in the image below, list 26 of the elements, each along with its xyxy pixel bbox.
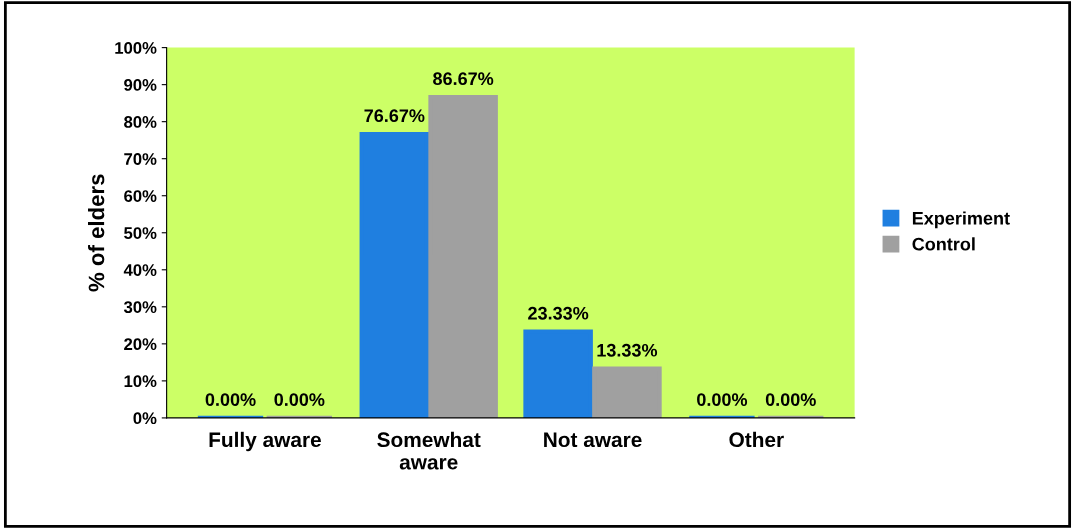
data-label: 0.00% — [205, 393, 256, 407]
y-axis-title: % of elders — [88, 174, 105, 292]
x-tick-label: Not aware — [544, 432, 642, 448]
y-tick-label: 20% — [124, 338, 157, 351]
x-tick-label: Somewhat aware — [377, 431, 481, 470]
x-tick-label: Fully aware — [209, 431, 321, 452]
data-label: 13.33% — [597, 343, 658, 357]
data-label: 86.67% — [433, 72, 494, 86]
data-label: 0.00% — [697, 393, 748, 407]
y-tick-label: 80% — [124, 116, 157, 128]
data-label: 0.00% — [274, 393, 325, 407]
data-label: 76.67% — [364, 109, 425, 123]
data-label: 23.33% — [528, 306, 589, 320]
legend-label: Control — [912, 237, 975, 251]
y-tick-label: 100% — [115, 42, 157, 54]
data-label: 0.00% — [765, 393, 816, 407]
y-tick-label: 60% — [124, 190, 157, 202]
y-tick-label: 50% — [124, 227, 157, 239]
x-tick-label: Other — [729, 431, 784, 448]
y-tick-label: 30% — [123, 301, 157, 314]
y-tick-label: 40% — [123, 264, 157, 276]
y-tick-label: 0% — [133, 412, 157, 425]
y-tick-label: 90% — [124, 79, 157, 91]
y-tick-label: 70% — [124, 153, 157, 165]
y-tick-label: 10% — [124, 375, 157, 388]
legend-label: Experiment — [912, 211, 1010, 229]
